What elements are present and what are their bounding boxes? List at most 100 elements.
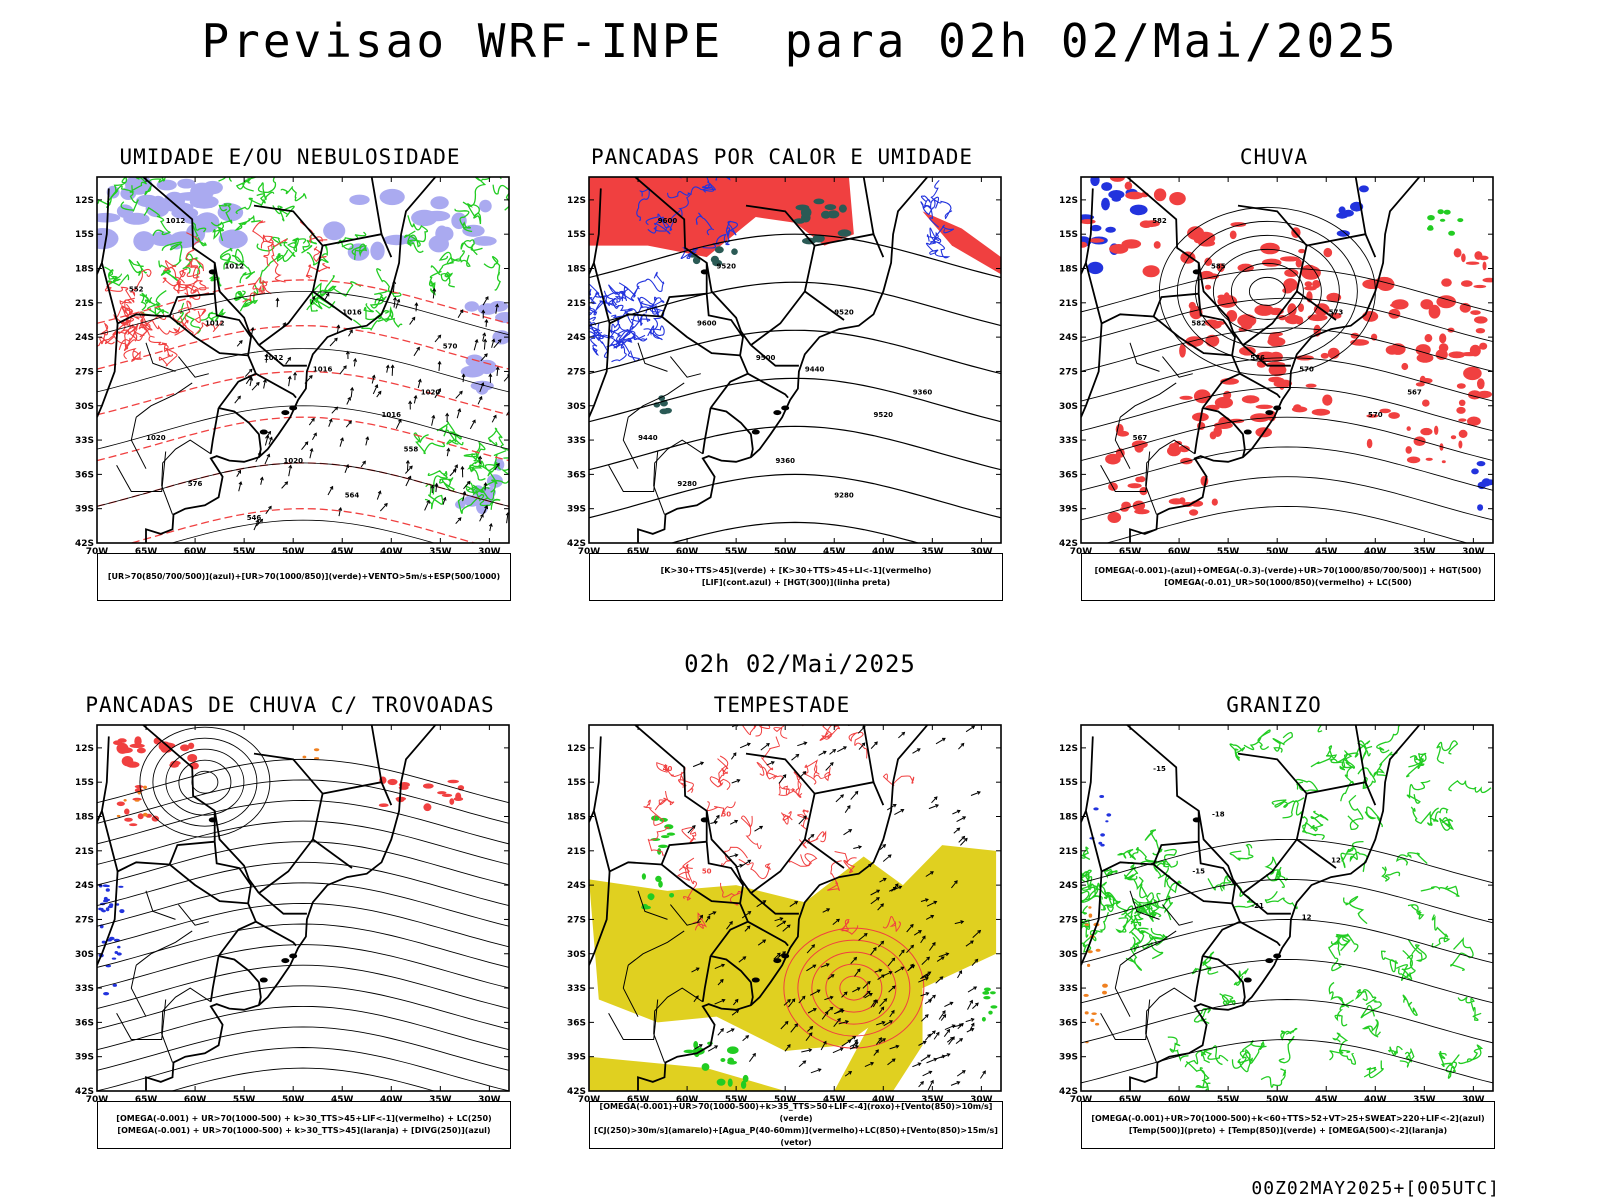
lat-tick-label: 24S bbox=[567, 333, 586, 343]
lon-tick-label: 45W bbox=[1315, 547, 1338, 557]
lat-tick-label: 18S bbox=[567, 813, 586, 823]
lon-tick-label: 35W bbox=[921, 1095, 944, 1105]
lon-tick-label: 70W bbox=[578, 547, 601, 557]
lat-tick-label: 12S bbox=[1059, 196, 1078, 206]
lon-tick-label: 30W bbox=[1462, 547, 1485, 557]
contour-label: 9360 bbox=[775, 457, 795, 465]
contour-label: 1016 bbox=[342, 308, 362, 316]
lat-tick-label: 12S bbox=[1059, 744, 1078, 754]
lon-tick-label: 70W bbox=[86, 1095, 109, 1105]
lat-tick-label: 39S bbox=[75, 505, 94, 515]
legend-box: [OMEGA(-0.001)+UR>70(1000-500)+k<60+TTS>… bbox=[1081, 1101, 1495, 1149]
panel-granizo: GRANIZO -15 -18 -15 -21 12 12 12S 15S 18S 21S 24S 27… bbox=[1054, 693, 1534, 1173]
lon-tick-label: 40W bbox=[872, 1095, 895, 1105]
lat-tick-label: 33S bbox=[567, 436, 586, 446]
contour-label: 570 bbox=[443, 343, 458, 351]
legend-box: [OMEGA(-0.001)-(azul)+OMEGA(-0.3)-(verde… bbox=[1081, 553, 1495, 601]
contour-label: 9520 bbox=[717, 263, 737, 271]
lon-tick-label: 65W bbox=[1119, 1095, 1142, 1105]
lon-tick-label: 45W bbox=[823, 1095, 846, 1105]
legend-box: [UR>70(850/700/500)](azul)+[UR>70(1000/8… bbox=[97, 553, 511, 601]
contour-label: 9440 bbox=[638, 434, 658, 442]
contour-label: 582 bbox=[1191, 320, 1206, 328]
lon-tick-label: 30W bbox=[478, 1095, 501, 1105]
lon-tick-label: 55W bbox=[233, 547, 256, 557]
lat-tick-label: 18S bbox=[1059, 813, 1078, 823]
lat-tick-label: 39S bbox=[1059, 505, 1078, 515]
lat-tick-label: 15S bbox=[75, 778, 94, 788]
lat-tick-label: 18S bbox=[567, 265, 586, 275]
lat-tick-label: 42S bbox=[567, 1087, 586, 1097]
contour-label: 1020 bbox=[146, 434, 166, 442]
lat-tick-label: 36S bbox=[1059, 1018, 1078, 1028]
lon-tick-label: 60W bbox=[184, 547, 207, 557]
contour-label: 570 bbox=[1368, 411, 1383, 419]
lat-tick-label: 12S bbox=[567, 744, 586, 754]
contour-label: 567 bbox=[1133, 434, 1148, 442]
legend-box: [OMEGA(-0.001) + UR>70(1000-500) + k>30_… bbox=[97, 1101, 511, 1149]
lat-tick-label: 27S bbox=[567, 367, 586, 377]
map-frame bbox=[588, 176, 1002, 544]
lon-tick-label: 55W bbox=[725, 547, 748, 557]
legend-box: [K>30+TTS>45](verde) + [K>30+TTS>45+LI<-… bbox=[589, 553, 1003, 601]
lon-tick-label: 35W bbox=[429, 547, 452, 557]
lat-tick-label: 21S bbox=[567, 847, 586, 857]
lat-tick-label: 39S bbox=[75, 1053, 94, 1063]
lon-tick-label: 55W bbox=[1217, 1095, 1240, 1105]
panel-trovoadas: PANCADAS DE CHUVA C/ TROVOADAS 12S 15S 18S 2… bbox=[70, 693, 550, 1173]
legend-line: [OMEGA(-0.001)+UR>70(1000-500)+k<60+TTS>… bbox=[1091, 1114, 1485, 1123]
panel-title: PANCADAS POR CALOR E UMIDADE bbox=[590, 145, 973, 169]
lat-tick-label: 18S bbox=[1059, 265, 1078, 275]
weather-map: 40 50 50 12S 15S 18S 21S 24S 27S 30S 33S 36S 39S 42S7… bbox=[567, 724, 1002, 1105]
panel-title: PANCADAS DE CHUVA C/ TROVOADAS bbox=[85, 693, 495, 717]
lon-tick-label: 40W bbox=[1364, 1095, 1387, 1105]
lat-tick-label: 36S bbox=[1059, 470, 1078, 480]
lon-tick-label: 30W bbox=[1462, 1095, 1485, 1105]
lat-tick-label: 21S bbox=[75, 847, 94, 857]
lat-tick-label: 24S bbox=[1059, 881, 1078, 891]
contour-label: 567 bbox=[1407, 388, 1422, 396]
lon-tick-label: 60W bbox=[676, 547, 699, 557]
lon-tick-label: 60W bbox=[676, 1095, 699, 1105]
contour-label: 1016 bbox=[382, 411, 402, 419]
lat-tick-label: 15S bbox=[1059, 778, 1078, 788]
lat-tick-label: 33S bbox=[75, 984, 94, 994]
contour-label: 573 bbox=[1329, 308, 1344, 316]
legend-line: [OMEGA(-0.01)_UR>50(1000/850)(vermelho) … bbox=[1164, 578, 1412, 587]
contour-label: -15 bbox=[1192, 868, 1205, 876]
lat-tick-label: 30S bbox=[75, 950, 94, 960]
lat-tick-label: 27S bbox=[75, 915, 94, 925]
lat-tick-label: 42S bbox=[75, 539, 94, 549]
run-info-label: 00Z02MAY2025+[005UTC] bbox=[1251, 1178, 1500, 1199]
lon-tick-label: 45W bbox=[331, 547, 354, 557]
weather-map: 1012101210121012101610161016102010201020… bbox=[75, 176, 510, 557]
contour-label: 1020 bbox=[421, 388, 441, 396]
contour-label: 1020 bbox=[283, 457, 303, 465]
lat-tick-label: 21S bbox=[1059, 299, 1078, 309]
lon-tick-label: 70W bbox=[578, 1095, 601, 1105]
lat-tick-label: 15S bbox=[75, 230, 94, 240]
lat-tick-label: 24S bbox=[75, 333, 94, 343]
lon-tick-label: 30W bbox=[970, 1095, 993, 1105]
contour-label: 552 bbox=[129, 285, 144, 293]
lon-tick-label: 60W bbox=[1168, 1095, 1191, 1105]
lon-tick-label: 40W bbox=[380, 547, 403, 557]
lat-tick-label: 18S bbox=[75, 813, 94, 823]
contour-label: -18 bbox=[1212, 811, 1225, 819]
contour-label: 1016 bbox=[313, 365, 333, 373]
legend-line: [LIF](cont.azul) + [HGT(300)](linha pret… bbox=[701, 578, 891, 587]
lat-tick-label: 42S bbox=[1059, 1087, 1078, 1097]
lat-tick-label: 15S bbox=[567, 230, 586, 240]
map-frame bbox=[1080, 176, 1494, 544]
legend-line: [OMEGA(-0.001)-(azul)+OMEGA(-0.3)-(verde… bbox=[1094, 566, 1482, 575]
map-frame bbox=[96, 176, 510, 544]
contour-label: 9280 bbox=[834, 491, 854, 499]
legend-box: [OMEGA(-0.001)+UR>70(1000-500)+k>35_TTS>… bbox=[589, 1101, 1003, 1149]
contour-label: 12 bbox=[1302, 913, 1312, 921]
legend-line: [CJ(250)>30m/s](amarelo)+[Agua_P(40-60mm… bbox=[594, 1126, 998, 1147]
lon-tick-label: 65W bbox=[135, 547, 158, 557]
lon-tick-label: 35W bbox=[921, 547, 944, 557]
contour-label: 576 bbox=[188, 480, 203, 488]
lon-tick-label: 35W bbox=[1413, 547, 1436, 557]
